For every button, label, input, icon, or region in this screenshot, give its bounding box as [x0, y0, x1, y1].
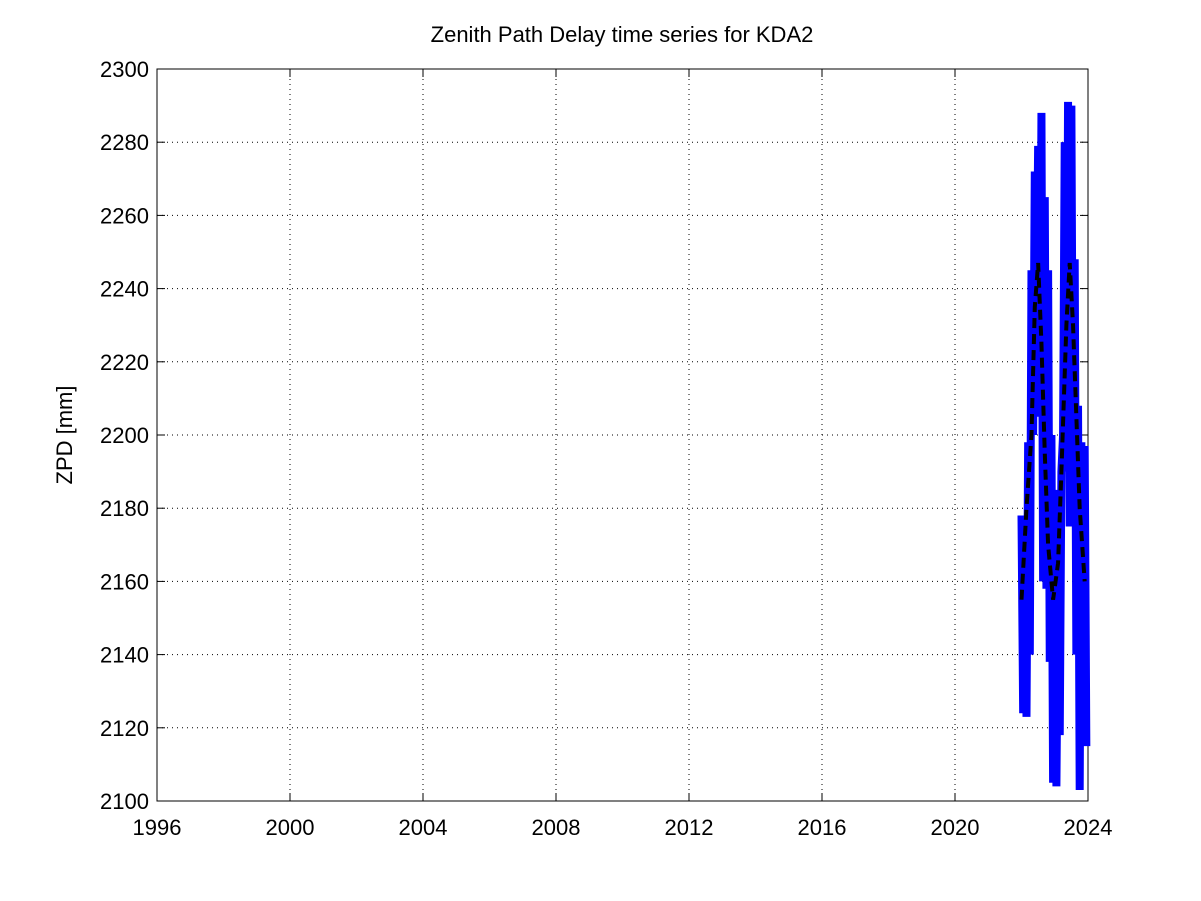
y-tick-label: 2180: [100, 496, 149, 521]
y-tick-label: 2200: [100, 423, 149, 448]
y-tick-label: 2260: [100, 203, 149, 228]
y-tick-label: 2300: [100, 57, 149, 82]
y-tick-label: 2220: [100, 350, 149, 375]
y-tick-label: 2240: [100, 277, 149, 302]
x-tick-label: 1996: [133, 815, 182, 840]
x-tick-label: 2012: [665, 815, 714, 840]
y-axis-label: ZPD [mm]: [52, 386, 77, 485]
y-tick-label: 2100: [100, 789, 149, 814]
y-tick-label: 2120: [100, 716, 149, 741]
x-tick-label: 2024: [1064, 815, 1113, 840]
y-tick-label: 2140: [100, 643, 149, 668]
y-tick-label: 2160: [100, 569, 149, 594]
plot-frame: [156, 68, 1089, 802]
x-tick-label: 2008: [532, 815, 581, 840]
trend-line: [1019, 262, 1087, 600]
y-tick-label: 2280: [100, 130, 149, 155]
x-tick-label: 2020: [931, 815, 980, 840]
x-tick-label: 2004: [399, 815, 448, 840]
x-tick-label: 2000: [266, 815, 315, 840]
chart-title: Zenith Path Delay time series for KDA2: [431, 22, 814, 47]
x-tick-label: 2016: [798, 815, 847, 840]
